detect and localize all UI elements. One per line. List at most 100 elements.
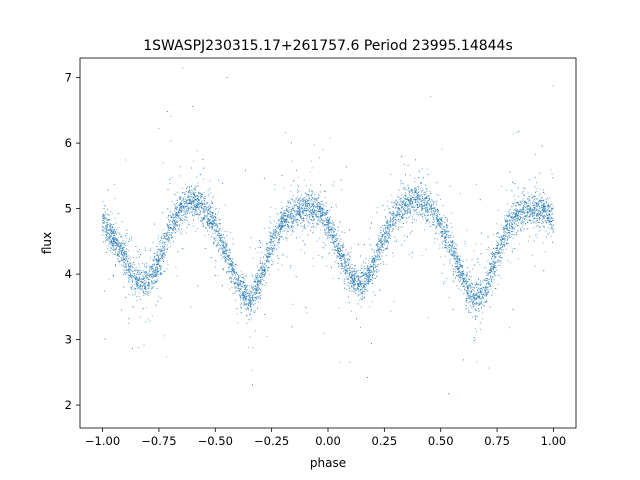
data-point	[430, 205, 432, 207]
data-point	[362, 296, 364, 297]
data-point	[511, 233, 513, 235]
data-point	[505, 227, 507, 229]
data-point	[443, 225, 445, 227]
data-point	[362, 294, 364, 296]
data-point	[230, 232, 232, 234]
data-point	[213, 195, 214, 197]
data-point	[341, 263, 343, 264]
data-point	[140, 279, 142, 281]
data-point	[339, 221, 341, 223]
data-point	[266, 261, 267, 263]
data-point	[466, 229, 468, 231]
data-point	[360, 269, 362, 271]
data-point	[152, 281, 154, 283]
data-point	[314, 198, 316, 200]
data-point	[376, 272, 378, 274]
data-point	[131, 273, 133, 275]
data-point	[452, 247, 454, 249]
data-point	[485, 289, 487, 291]
data-point	[390, 226, 392, 228]
data-point	[443, 236, 445, 238]
data-point	[542, 222, 544, 224]
data-point	[312, 198, 314, 200]
data-point	[474, 298, 476, 299]
data-point	[393, 206, 395, 208]
data-point	[422, 200, 423, 201]
data-point	[529, 206, 530, 208]
data-point	[158, 264, 160, 266]
data-point	[258, 301, 260, 303]
data-point	[227, 263, 229, 265]
data-point	[446, 244, 447, 246]
data-point	[327, 212, 329, 214]
data-point	[146, 293, 148, 295]
data-point	[139, 284, 141, 286]
data-point	[459, 276, 461, 278]
data-point	[314, 209, 316, 211]
data-point	[302, 209, 303, 211]
data-point	[233, 269, 235, 271]
data-point	[128, 263, 130, 264]
data-point	[117, 241, 119, 243]
data-point	[166, 251, 167, 253]
data-point	[436, 214, 438, 216]
data-point	[531, 205, 533, 207]
data-point	[507, 227, 509, 229]
data-point	[466, 276, 468, 278]
data-point	[158, 260, 159, 262]
data-point	[409, 216, 410, 218]
data-point	[425, 249, 427, 250]
data-point	[370, 266, 372, 268]
data-point	[439, 247, 441, 249]
data-point	[113, 247, 115, 249]
data-point	[190, 194, 192, 195]
data-point	[281, 219, 283, 221]
data-point	[291, 211, 293, 213]
data-point	[372, 265, 374, 267]
data-point	[407, 205, 408, 207]
data-point	[340, 263, 342, 265]
data-point	[444, 229, 446, 231]
data-point	[426, 211, 428, 213]
data-point	[128, 250, 130, 252]
data-point	[135, 281, 137, 283]
data-point	[322, 247, 324, 249]
data-point	[153, 270, 154, 272]
data-point	[269, 248, 271, 250]
data-point	[332, 224, 334, 226]
data-point	[295, 205, 297, 206]
data-point	[493, 234, 495, 236]
data-point	[250, 293, 252, 295]
data-point	[548, 221, 550, 223]
data-point	[147, 274, 148, 276]
data-point	[328, 223, 330, 225]
data-point	[417, 186, 419, 188]
data-point	[369, 280, 371, 282]
data-point	[224, 204, 226, 206]
data-point	[104, 228, 106, 230]
data-point	[238, 284, 240, 286]
data-point	[457, 269, 458, 271]
data-point	[396, 220, 398, 222]
data-point	[110, 211, 112, 212]
data-point	[382, 230, 384, 232]
data-point	[514, 199, 516, 201]
data-point	[297, 200, 299, 201]
data-point	[318, 219, 320, 221]
data-point	[378, 250, 380, 251]
data-point	[134, 294, 136, 296]
data-point	[168, 241, 169, 243]
data-point	[111, 234, 113, 236]
data-point	[331, 227, 333, 229]
data-point	[193, 225, 195, 227]
data-point	[416, 202, 418, 204]
data-point	[229, 255, 230, 257]
data-point	[145, 275, 147, 276]
data-point	[446, 217, 448, 219]
data-point	[271, 249, 273, 251]
data-point	[216, 226, 218, 228]
data-point	[543, 207, 545, 209]
data-point	[230, 252, 232, 254]
data-point	[436, 217, 438, 219]
data-point	[281, 264, 283, 266]
